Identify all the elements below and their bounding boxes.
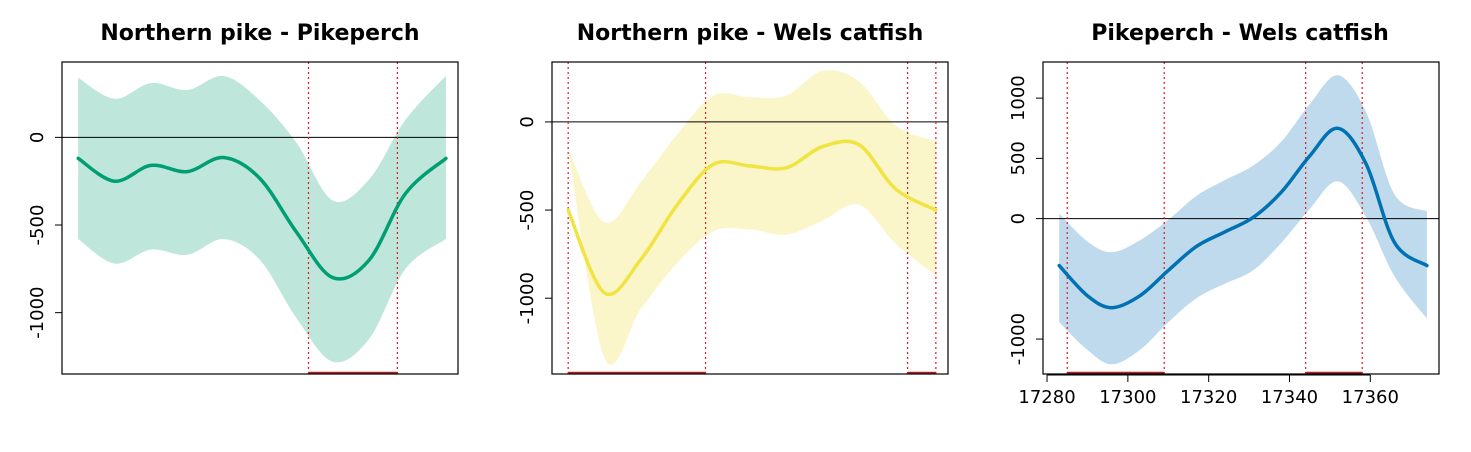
panel-3-xtick-label: 17280 xyxy=(1018,387,1075,408)
panel-3-xtick-label: 17320 xyxy=(1180,387,1237,408)
panel-3-ytick-label: 0 xyxy=(1008,213,1029,224)
panel-1-confidence-band xyxy=(78,75,446,363)
panel-2-frame xyxy=(551,61,949,375)
panel-2-ytick-label: 0 xyxy=(517,116,538,127)
panel-1-frame xyxy=(61,61,459,375)
panel-2-confidence-band xyxy=(568,70,936,365)
panel-3: Pikeperch - Wels catfish 1000 500 0 -1000 17… xyxy=(1008,21,1440,408)
panel-3-ytick-label: 500 xyxy=(1008,141,1029,175)
panel-2-title: Northern pike - Wels catfish xyxy=(577,21,924,46)
panel-3-title: Pikeperch - Wels catfish xyxy=(1091,21,1388,46)
panel-1-ytick-label: 0 xyxy=(27,132,48,143)
panel-3-ytick-label: 1000 xyxy=(1008,75,1029,121)
panel-3-xtick-label: 17340 xyxy=(1261,387,1318,408)
panel-3-ytick-label: -1000 xyxy=(1008,313,1029,365)
panel-3-xtick-label: 17360 xyxy=(1342,387,1399,408)
panel-2: Northern pike - Wels catfish 0 -500 -1000 xyxy=(517,21,949,375)
panel-3-plot-area xyxy=(1043,62,1439,374)
panel-1-ytick-label: -500 xyxy=(27,205,48,246)
panel-1-plot-area xyxy=(62,62,458,374)
panel-2-plot-area xyxy=(552,62,948,374)
panel-1-series-line xyxy=(76,155,448,281)
panel-2-ytick-label: -500 xyxy=(517,190,538,231)
panel-3-xtick-label: 17300 xyxy=(1099,387,1156,408)
panel-3-frame xyxy=(1042,61,1440,375)
panel-1: Northern pike - Pikeperch 0 -500 -1000 xyxy=(27,21,459,375)
panel-3-confidence-band xyxy=(1059,75,1427,365)
panel-3-series-line xyxy=(1057,126,1429,310)
panel-2-ytick-label: -1000 xyxy=(517,272,538,324)
panel-1-title: Northern pike - Pikeperch xyxy=(100,21,419,46)
panel-1-ytick-label: -1000 xyxy=(27,286,48,338)
panel-2-series-line xyxy=(566,139,938,297)
